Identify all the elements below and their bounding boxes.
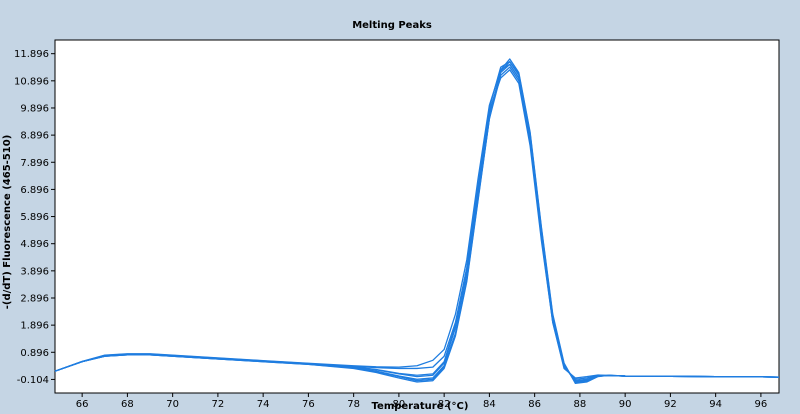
x-tick-label: 80 [393,399,406,410]
x-tick-label: 90 [619,399,632,410]
x-tick-label: 82 [438,399,451,410]
y-tick-label: -0.104 [17,375,49,386]
series-line-6 [54,63,780,379]
x-tick-label: 94 [709,399,722,410]
x-tick-label: 88 [574,399,587,410]
x-tick-label: 92 [664,399,677,410]
y-tick-label: 3.896 [20,266,49,277]
y-tick-label: 0.896 [20,348,49,359]
x-tick-label: 76 [302,399,315,410]
y-axis: -0.104 0.896 1.896 2.896 3.896 4.896 5.896 6.89… [14,49,55,386]
x-tick-label: 72 [212,399,225,410]
y-tick-label: 4.896 [20,239,49,250]
x-axis-label: Temperature (°C) [372,401,469,412]
chart-title: Melting Peaks [352,20,432,31]
y-tick-label: 7.896 [20,158,49,169]
x-axis: 66 68 70 72 74 76 78 80 82 84 86 88 90 92 94 96 [76,393,767,410]
x-tick-label: 70 [166,399,179,410]
x-tick-label: 68 [121,399,134,410]
x-tick-label: 78 [347,399,360,410]
y-tick-label: 1.896 [20,321,49,332]
y-tick-label: 2.896 [20,293,49,304]
x-tick-label: 96 [755,399,768,410]
y-axis-label: -(d/dT) Fluorescence (465-510) [2,135,13,310]
x-tick-label: 86 [528,399,541,410]
y-tick-label: 9.896 [20,103,49,114]
series-group [54,58,780,385]
plot-area [54,39,780,394]
x-tick-label: 74 [257,399,270,410]
x-tick-label: 66 [76,399,89,410]
y-tick-label: 8.896 [20,131,49,142]
y-tick-label: 11.896 [14,49,49,60]
x-tick-label: 84 [483,399,496,410]
series-line-7 [54,61,780,384]
y-tick-label: 10.896 [14,76,49,87]
y-tick-label: 6.896 [20,185,49,196]
y-tick-label: 5.896 [20,212,49,223]
